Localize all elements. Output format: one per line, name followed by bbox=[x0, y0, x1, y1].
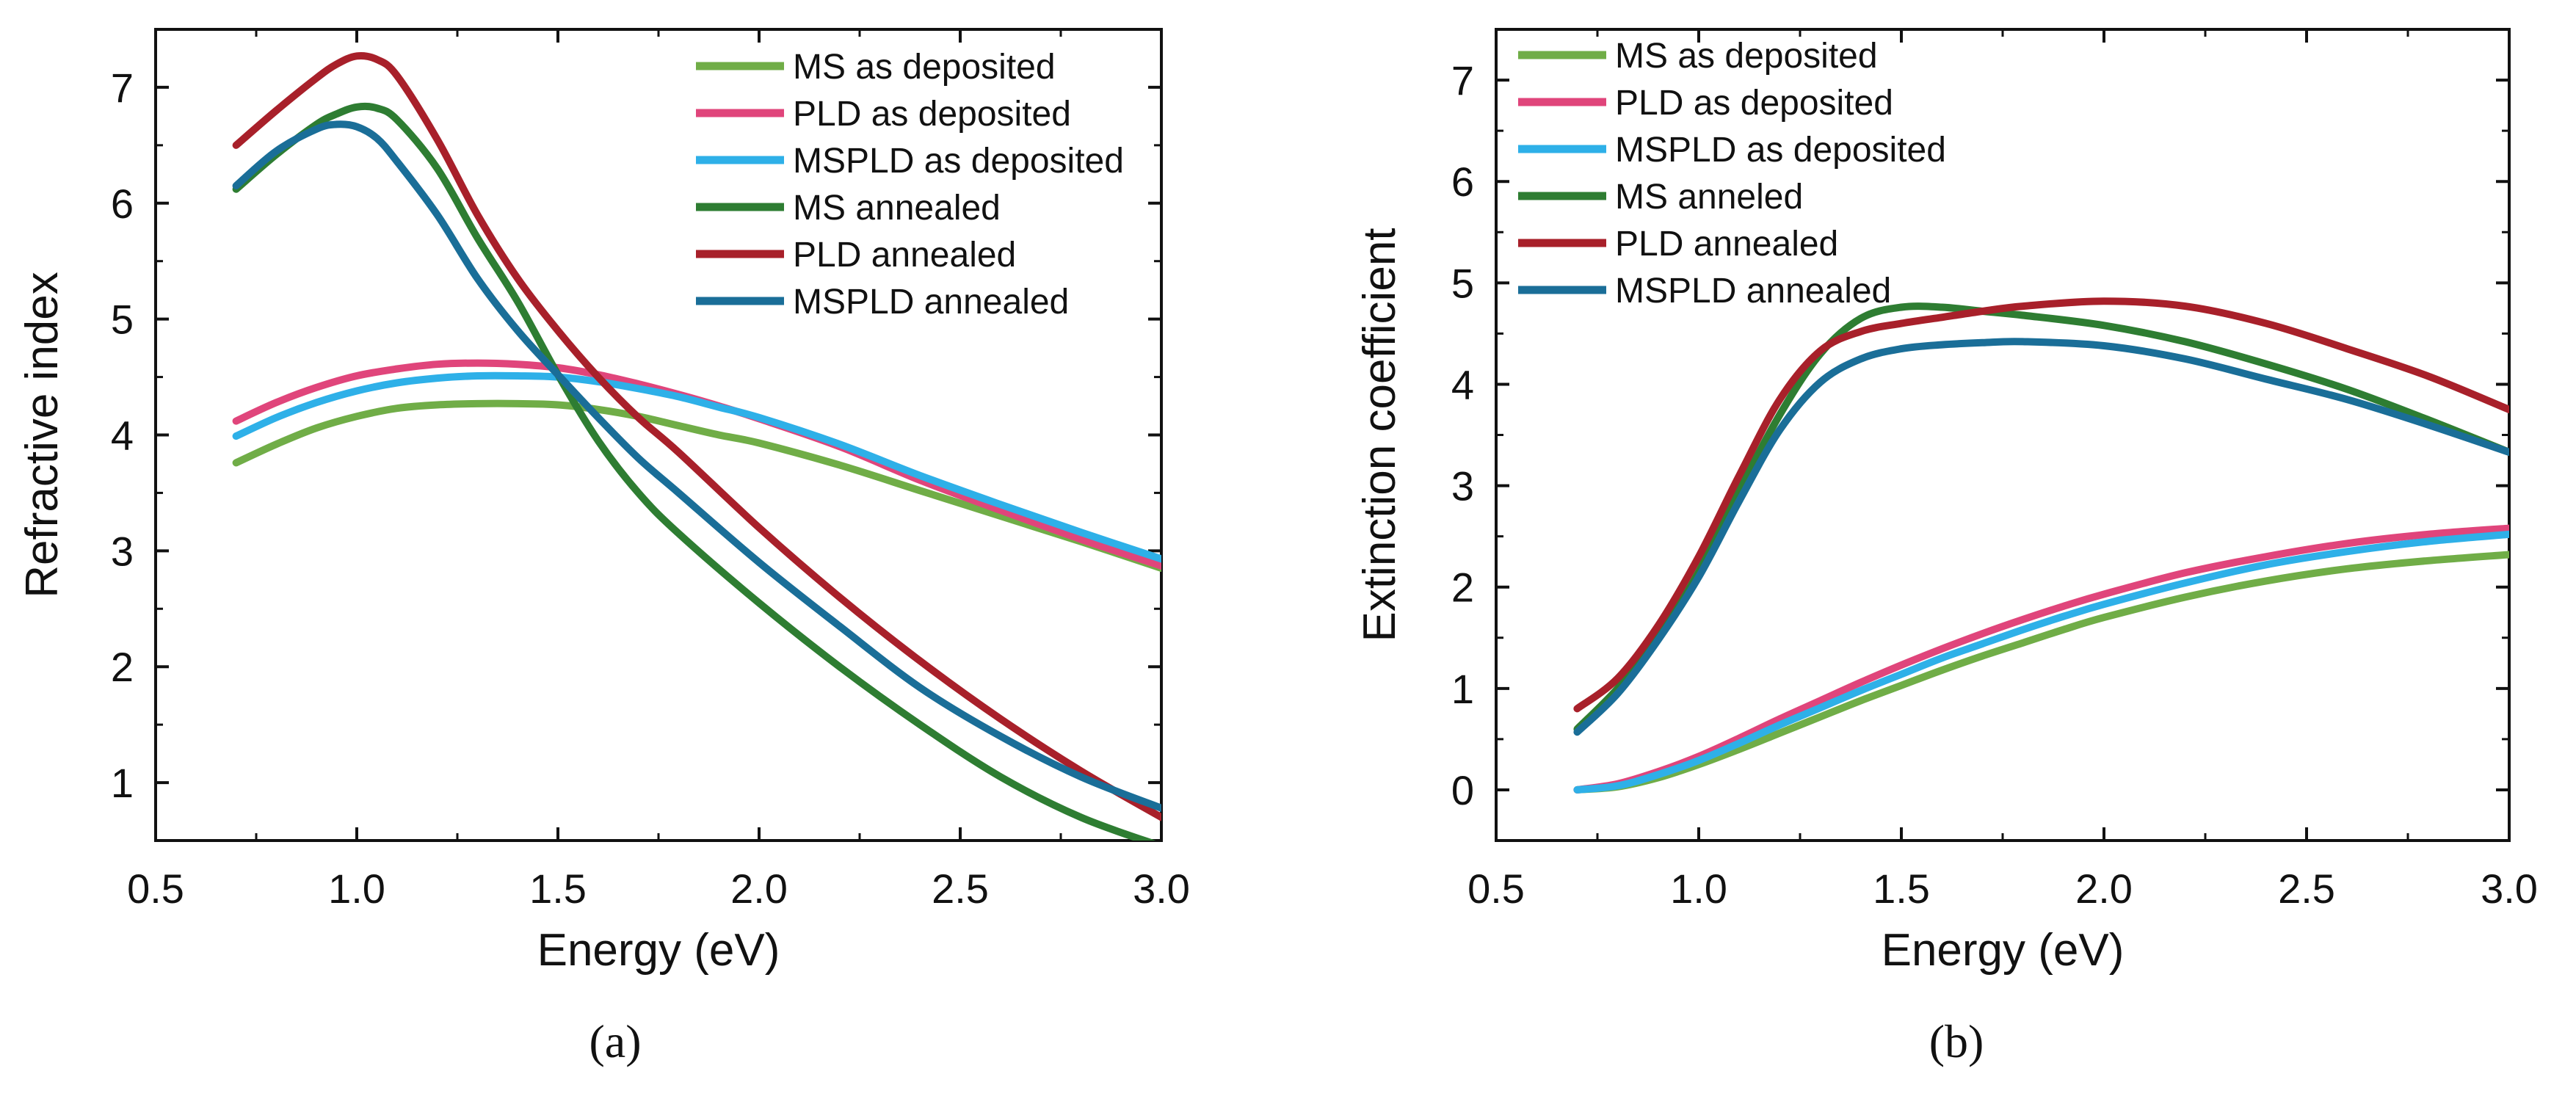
x-tick-label: 1.0 bbox=[328, 865, 385, 912]
y-tick-label: 7 bbox=[111, 65, 134, 111]
series-line-pld-annealed bbox=[1573, 297, 2509, 713]
series-curves bbox=[232, 51, 1161, 841]
legend-label: PLD as deposited bbox=[1615, 84, 1893, 123]
x-tick-label: 1.5 bbox=[529, 865, 587, 912]
x-tick-label: 1.0 bbox=[1670, 865, 1727, 912]
x-tick-label: 3.0 bbox=[2481, 865, 2538, 912]
series-line-pld-annealed bbox=[232, 51, 1161, 821]
x-tick-label: 0.5 bbox=[127, 865, 184, 912]
panel-label: (a) bbox=[589, 1015, 641, 1067]
legend-label: MSPLD as deposited bbox=[793, 142, 1124, 181]
x-axis-label: Energy (eV) bbox=[1882, 925, 2125, 976]
y-tick-label: 3 bbox=[1451, 463, 1474, 509]
y-tick-label: 6 bbox=[1451, 159, 1474, 205]
y-tick-label: 3 bbox=[111, 528, 134, 574]
series-line-mspld-as-deposited bbox=[1573, 530, 2509, 794]
series-line-mspld-annealed bbox=[232, 120, 1161, 812]
series-curves bbox=[1573, 297, 2509, 794]
legend-label: MS anneled bbox=[1615, 178, 1803, 217]
legend: MS as deposited PLD as deposited MSPLD as … bbox=[1518, 37, 1946, 311]
y-tick-label: 5 bbox=[111, 297, 134, 343]
legend-label: MSPLD as deposited bbox=[1615, 131, 1946, 170]
y-tick-label: 0 bbox=[1451, 767, 1474, 813]
panel-label: (b) bbox=[1929, 1015, 1984, 1067]
series-line-ms-annealed bbox=[232, 102, 1156, 841]
panel-a-refractive-index-chart: 0.5 1.0 1.5 2.0 2.5 3.0 1 2 3 4 5 6 7 Energy (eV) Refr… bbox=[17, 28, 1190, 1067]
series-line-ms-as-deposited bbox=[1573, 551, 2509, 794]
panel-b-extinction-coefficient-chart: 0.5 1.0 1.5 2.0 2.5 3.0 0 1 2 3 4 5 6 7 Energy (eV) Ext… bbox=[1354, 28, 2538, 1067]
y-tick-label: 4 bbox=[1451, 361, 1474, 407]
series-line-pld-as-deposited bbox=[1573, 524, 2509, 794]
x-tick-label: 2.5 bbox=[932, 865, 989, 912]
x-tick-label: 1.5 bbox=[1873, 865, 1930, 912]
legend-label: MSPLD annealed bbox=[1615, 272, 1891, 311]
y-tick-label: 6 bbox=[111, 181, 134, 227]
y-tick-label: 1 bbox=[111, 760, 134, 806]
x-tick-label: 2.5 bbox=[2278, 865, 2335, 912]
legend-label: MS as deposited bbox=[793, 48, 1056, 87]
y-tick-label: 1 bbox=[1451, 666, 1474, 712]
legend-label: PLD annealed bbox=[793, 236, 1016, 275]
y-tick-label: 2 bbox=[111, 644, 134, 690]
x-tick-label: 0.5 bbox=[1467, 865, 1525, 912]
y-tick-label: 7 bbox=[1451, 57, 1474, 104]
y-axis-label: Refractive index bbox=[17, 272, 68, 598]
legend-label: PLD annealed bbox=[1615, 225, 1838, 264]
series-line-mspld-annealed bbox=[1573, 338, 2509, 736]
legend-label: MSPLD annealed bbox=[793, 283, 1069, 322]
y-axis-label: Extinction coefficient bbox=[1354, 228, 1405, 642]
legend-label: MS as deposited bbox=[1615, 37, 1878, 76]
y-tick-label: 4 bbox=[111, 413, 134, 459]
y-tick-label: 2 bbox=[1451, 565, 1474, 611]
y-tick-label: 5 bbox=[1451, 260, 1474, 306]
series-line-pld-as-deposited bbox=[232, 359, 1161, 570]
x-tick-label: 3.0 bbox=[1133, 865, 1190, 912]
series-line-mspld-as-deposited bbox=[232, 371, 1161, 563]
x-tick-label: 2.0 bbox=[2075, 865, 2133, 912]
legend: MS as deposited PLD as deposited MSPLD as … bbox=[696, 48, 1124, 322]
x-axis-label: Energy (eV) bbox=[537, 925, 780, 976]
legend-label: PLD as deposited bbox=[793, 95, 1071, 134]
legend-label: MS annealed bbox=[793, 189, 1001, 228]
x-tick-label: 2.0 bbox=[730, 865, 788, 912]
